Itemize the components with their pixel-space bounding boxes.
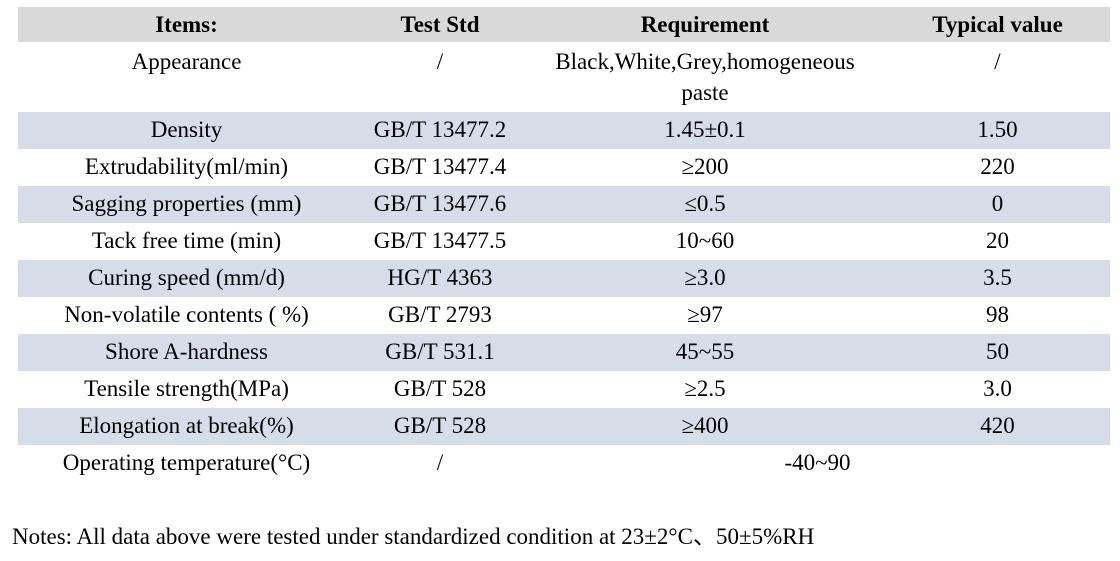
cell-test-std: GB/T 13477.5	[373, 228, 507, 254]
cell-requirement: 45~55	[525, 334, 885, 371]
cell-typical-value: 3.0	[983, 376, 1012, 402]
col-header-items: Items:	[18, 7, 355, 42]
table-row-shore-hardness: Shore A-hardness GB/T 531.1 45~55 50	[18, 334, 1110, 371]
cell-typical-value: 98	[986, 302, 1009, 328]
cell-typical-value: 220	[980, 154, 1015, 180]
cell-test-std: HG/T 4363	[355, 260, 525, 297]
cell-typical-value: 3.5	[885, 260, 1110, 297]
cell-requirement: ≥97	[687, 302, 723, 328]
cell-requirement: 1.45±0.1	[525, 112, 885, 149]
cell-test-std: GB/T 13477.2	[355, 112, 525, 149]
cell-test-std: GB/T 13477.6	[355, 186, 525, 223]
cell-item: Non-volatile contents ( %)	[64, 302, 309, 328]
table-row-density: Density GB/T 13477.2 1.45±0.1 1.50	[18, 112, 1110, 149]
cell-test-std: GB/T 2793	[388, 302, 492, 328]
cell-typical-value: 50	[885, 334, 1110, 371]
cell-requirement-text: Black,White,Grey,homogeneous paste	[555, 49, 855, 106]
table-row-operating-temperature: Operating temperature(°C) / -40~90	[18, 445, 1110, 482]
header-row: Items: Test Std Requirement Typical valu…	[18, 7, 1110, 42]
cell-item: Operating temperature(°C)	[62, 450, 311, 476]
cell-test-std: GB/T 528	[355, 408, 525, 445]
table-row-curing-speed: Curing speed (mm/d) HG/T 4363 ≥3.0 3.5	[18, 260, 1110, 297]
table-body: Appearance / Black,White,Grey,homogeneou…	[18, 42, 1110, 482]
cell-item: Sagging properties (mm)	[18, 186, 355, 223]
cell-item: Density	[18, 112, 355, 149]
table-row-tensile-strength: Tensile strength(MPa) GB/T 528 ≥2.5 3.0	[18, 371, 1110, 408]
cell-test-std: /	[436, 49, 444, 74]
cell-requirement: -40~90	[784, 450, 851, 476]
cell-item: Tensile strength(MPa)	[84, 376, 289, 402]
table-row-appearance: Appearance / Black,White,Grey,homogeneou…	[18, 42, 1110, 112]
cell-item: Elongation at break(%)	[18, 408, 355, 445]
cell-requirement: ≥400	[525, 408, 885, 445]
cell-requirement: ≥2.5	[684, 376, 726, 402]
cell-requirement: Black,White,Grey,homogeneous paste	[525, 42, 885, 112]
cell-test-std: GB/T 531.1	[355, 334, 525, 371]
table-row-sagging: Sagging properties (mm) GB/T 13477.6 ≤0.…	[18, 186, 1110, 223]
col-header-typical-value: Typical value	[885, 7, 1110, 42]
cell-typical-value: 420	[885, 408, 1110, 445]
cell-test-std: GB/T 528	[393, 376, 487, 402]
table-header: Items: Test Std Requirement Typical valu…	[18, 7, 1110, 42]
cell-item: Curing speed (mm/d)	[18, 260, 355, 297]
cell-requirement: 10~60	[675, 228, 735, 254]
cell-item: Appearance	[131, 49, 242, 74]
cell-requirement: ≥3.0	[525, 260, 885, 297]
table-row-extrudability: Extrudability(ml/min) GB/T 13477.4 ≥200 …	[18, 149, 1110, 186]
col-header-requirement: Requirement	[525, 7, 885, 42]
table-row-elongation: Elongation at break(%) GB/T 528 ≥400 420	[18, 408, 1110, 445]
table-row-non-volatile: Non-volatile contents ( %) GB/T 2793 ≥97…	[18, 297, 1110, 334]
cell-test-std: GB/T 13477.4	[373, 154, 507, 180]
cell-typical-value: 0	[885, 186, 1110, 223]
notes-text: Notes: All data above were tested under …	[12, 524, 815, 549]
spec-table: Items: Test Std Requirement Typical valu…	[18, 7, 1110, 482]
cell-requirement: ≥200	[681, 154, 729, 180]
cell-requirement: ≤0.5	[525, 186, 885, 223]
table-row-tack-free-time: Tack free time (min) GB/T 13477.5 10~60 …	[18, 223, 1110, 260]
cell-typical-value: /	[994, 49, 1001, 74]
cell-typical-value: 1.50	[885, 112, 1110, 149]
cell-test-std: /	[436, 450, 444, 476]
cell-item: Tack free time (min)	[91, 228, 282, 254]
col-header-test-std: Test Std	[355, 7, 525, 42]
cell-item: Shore A-hardness	[18, 334, 355, 371]
cell-typical-value: 20	[986, 228, 1009, 254]
cell-item: Extrudability(ml/min)	[84, 154, 289, 180]
